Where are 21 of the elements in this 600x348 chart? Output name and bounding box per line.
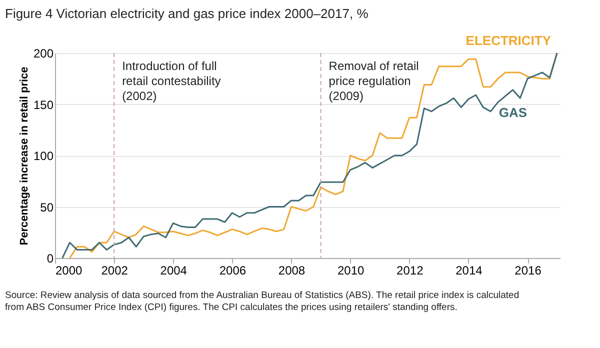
x-tick-label: 2016 [514,264,542,278]
ref-line-label: Removal of retail price regulation (2009) [328,59,419,103]
x-tick-label: 2010 [337,264,364,278]
x-tick-label: 2014 [456,264,483,278]
series-label: ELECTRICITY [466,33,552,48]
series-label: GAS [498,105,528,120]
x-tick-label: 2002 [101,264,128,278]
x-tick-label: 2006 [219,264,246,278]
y-axis-title: Percentage increase in retail price [18,66,30,246]
x-tick-label: 2004 [160,264,188,278]
y-tick-label: 150 [33,98,54,112]
y-tick-label: 100 [33,149,54,163]
x-tick-label: 2012 [396,264,424,278]
x-tick-label: 2000 [56,264,83,278]
y-tick-label: 50 [40,200,54,214]
y-tick-label: 200 [33,46,54,60]
x-tick-label: 2008 [278,264,306,278]
ref-line-label: Introduction of full retail contestability (2002) [122,59,221,103]
y-tick-label: 0 [46,252,54,266]
source-note: Source: Review analysis of data sourced from the Australian Bureau of Statistics (ABS). The retail price index is calculated from ABS Consumer Price Index (CPI) figures. The CPI calculates the prices using retailers' standing offers. [5,290,520,313]
chart-title: Figure 4 Victorian electricity and gas price index 2000–2017, % [5,6,369,21]
